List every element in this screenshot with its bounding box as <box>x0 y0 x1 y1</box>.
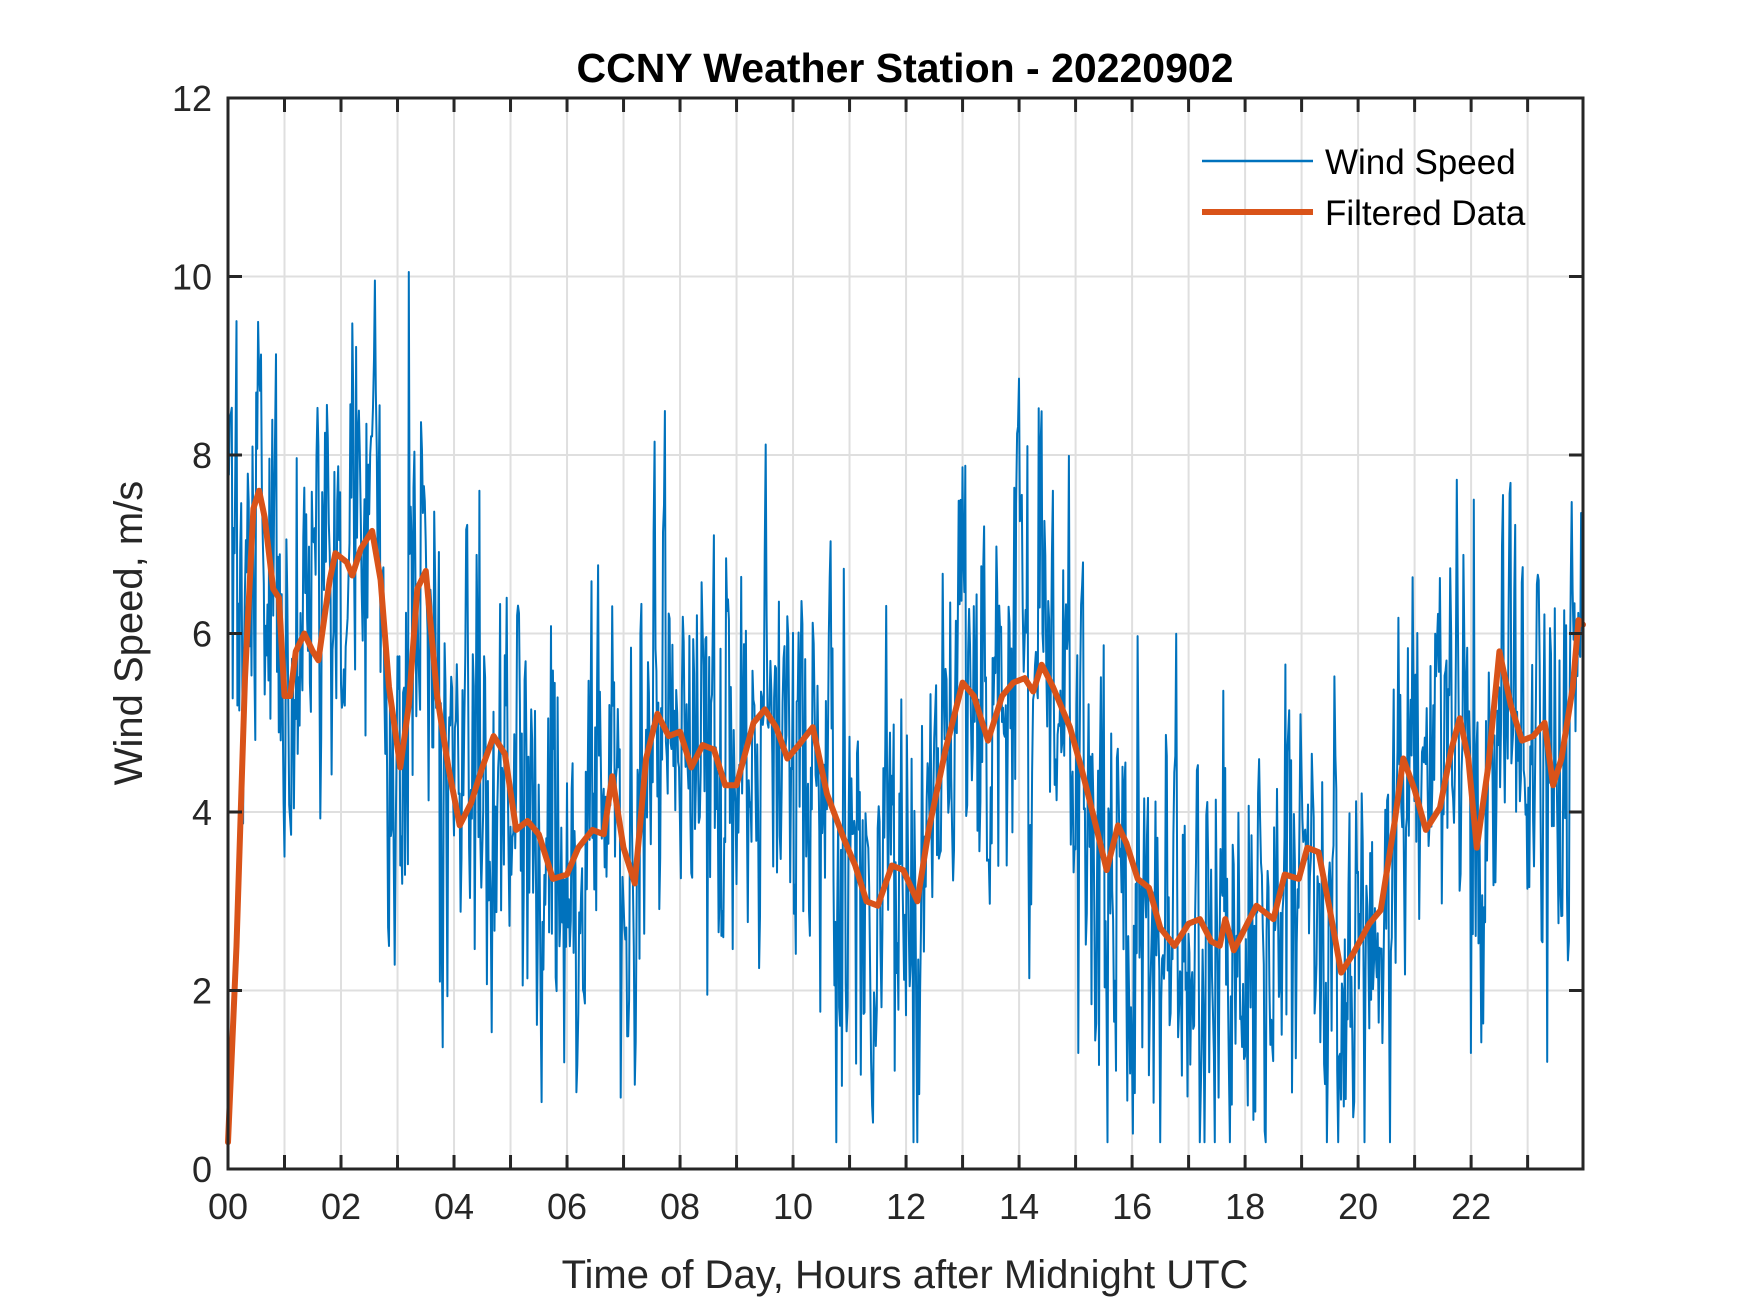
y-tick-label: 10 <box>172 257 212 298</box>
y-tick-label: 2 <box>192 971 212 1012</box>
x-tick-label: 08 <box>660 1186 700 1227</box>
y-tick-label: 0 <box>192 1149 212 1190</box>
y-tick-label: 8 <box>192 435 212 476</box>
x-tick-label: 02 <box>321 1186 361 1227</box>
series-wind-speed <box>227 271 1584 1144</box>
x-tick-label: 16 <box>1112 1186 1152 1227</box>
legend-label-filtered-data: Filtered Data <box>1325 194 1526 233</box>
x-tick-label: 14 <box>999 1186 1039 1227</box>
legend: Wind Speed Filtered Data <box>1202 143 1526 233</box>
y-axis-ticks: 0 2 4 6 8 10 12 <box>172 78 1583 1190</box>
x-tick-label: 20 <box>1338 1186 1378 1227</box>
x-axis-ticks: 00 02 04 06 08 10 12 14 16 18 20 22 <box>208 98 1530 1227</box>
y-tick-label: 6 <box>192 614 212 655</box>
legend-label-wind-speed: Wind Speed <box>1325 143 1516 182</box>
x-tick-label: 06 <box>547 1186 587 1227</box>
x-tick-label: 22 <box>1451 1186 1491 1227</box>
wind-speed-line <box>227 271 1584 1144</box>
x-tick-label: 04 <box>434 1186 474 1227</box>
x-axis-label: Time of Day, Hours after Midnight UTC <box>562 1253 1249 1297</box>
series-filtered-data <box>225 487 1586 1146</box>
y-tick-label: 12 <box>172 78 212 119</box>
chart-title: CCNY Weather Station - 20220902 <box>576 45 1233 91</box>
x-tick-label: 10 <box>773 1186 813 1227</box>
y-tick-label: 4 <box>192 792 212 833</box>
y-axis-label: Wind Speed, m/s <box>107 481 151 786</box>
x-tick-label: 00 <box>208 1186 248 1227</box>
x-tick-label: 18 <box>1225 1186 1265 1227</box>
x-tick-label: 12 <box>886 1186 926 1227</box>
filtered-data-line <box>225 487 1586 1146</box>
